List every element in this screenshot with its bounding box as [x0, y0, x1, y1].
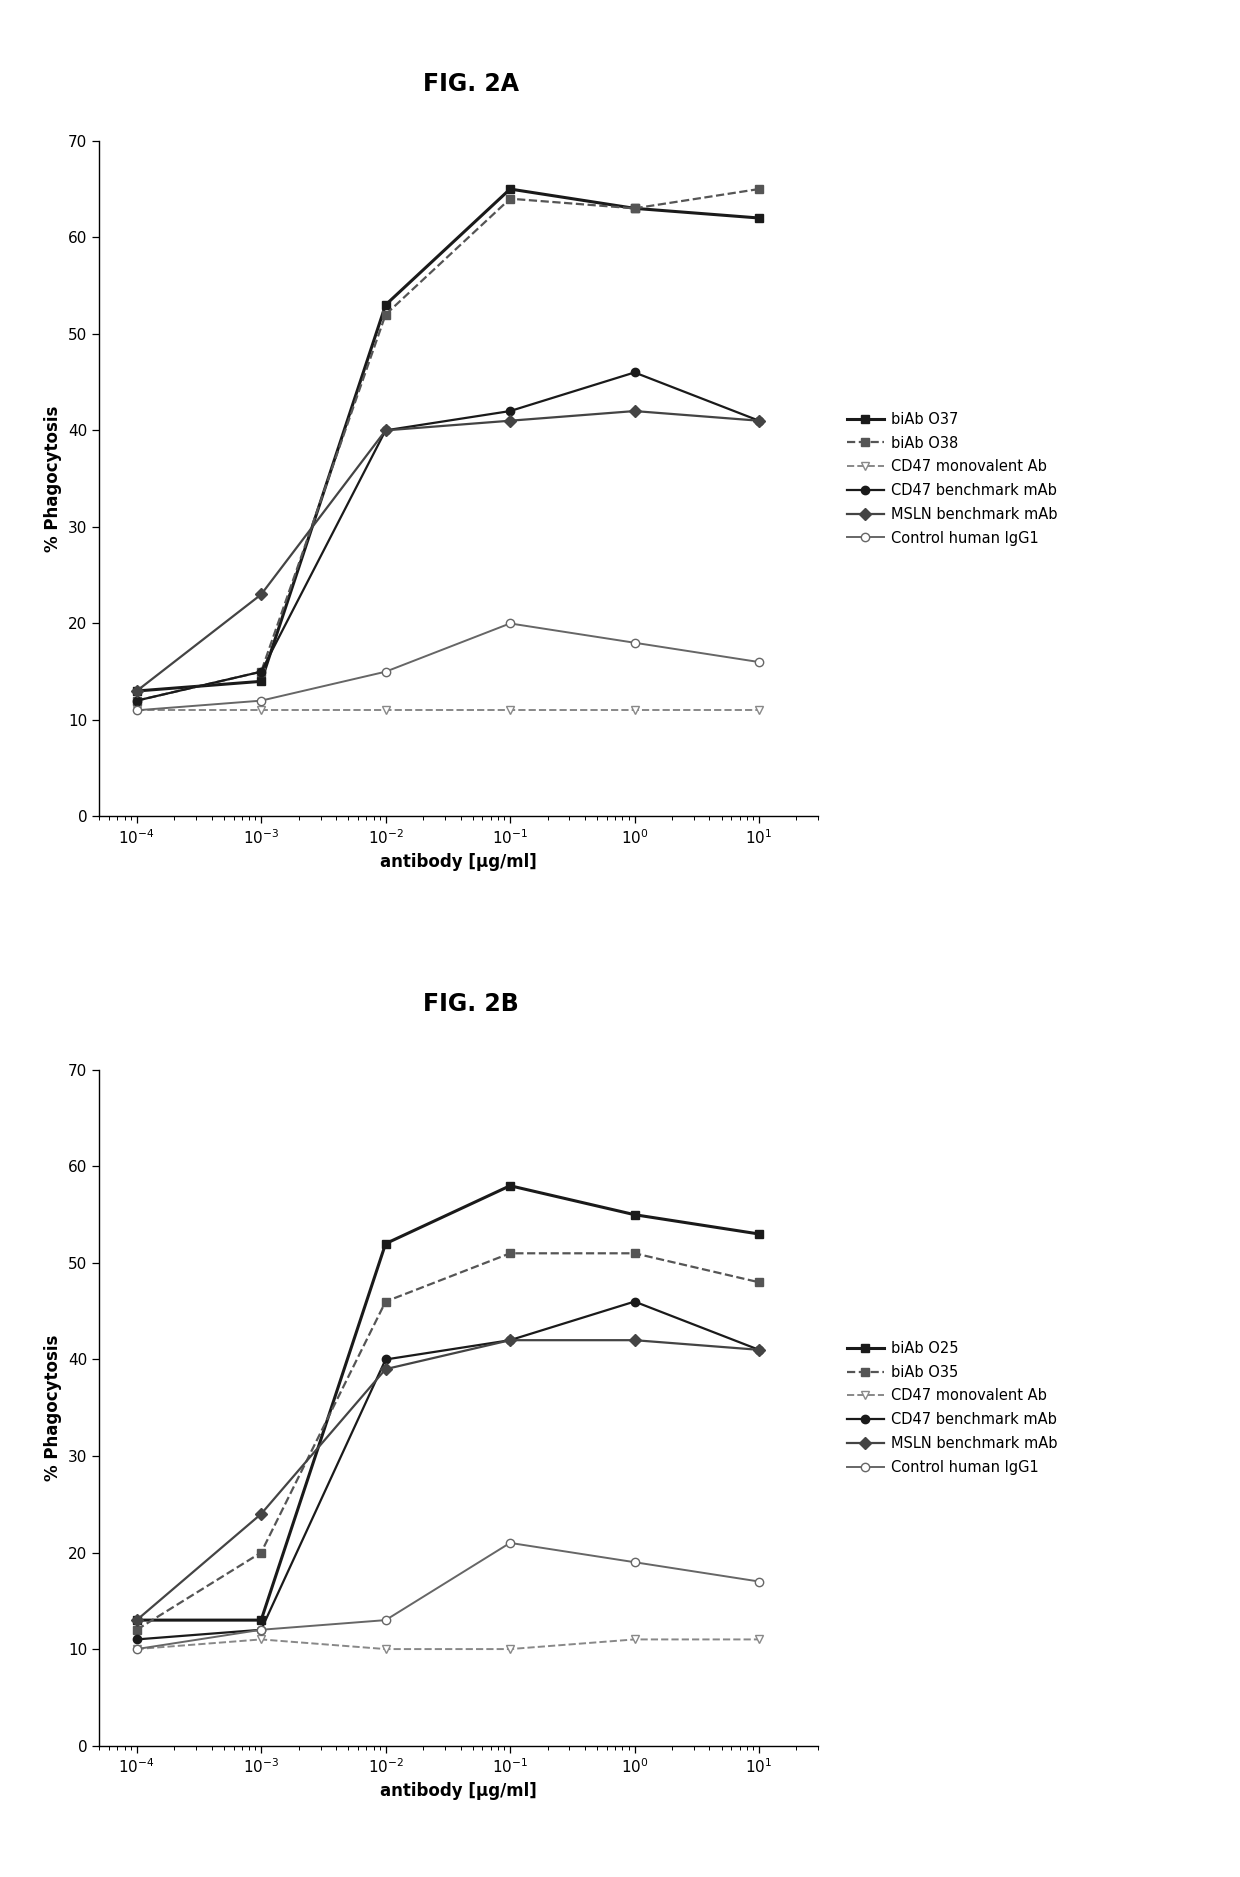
biAb O35: [129, 1618, 144, 1640]
CD47 monovalent Ab: [129, 698, 144, 721]
biAb O37: [751, 206, 766, 229]
CD47 benchmark mAb: [627, 1289, 642, 1312]
Line: MSLN benchmark mAb: MSLN benchmark mAb: [133, 407, 763, 694]
Control human IgG1: [627, 1550, 642, 1573]
biAb O38: [502, 188, 517, 210]
MSLN benchmark mAb: [129, 1609, 144, 1631]
Control human IgG1: [129, 698, 144, 721]
Control human IgG1: [751, 651, 766, 674]
biAb O38: [751, 178, 766, 201]
Line: biAb O35: biAb O35: [133, 1248, 763, 1635]
CD47 benchmark mAb: [129, 689, 144, 711]
Control human IgG1: [502, 612, 517, 634]
biAb O25: [129, 1609, 144, 1631]
Line: CD47 monovalent Ab: CD47 monovalent Ab: [133, 1635, 763, 1654]
CD47 monovalent Ab: [129, 1639, 144, 1661]
MSLN benchmark mAb: [378, 419, 393, 441]
Control human IgG1: [378, 661, 393, 683]
biAb O35: [627, 1243, 642, 1265]
CD47 benchmark mAb: [378, 419, 393, 441]
biAb O35: [254, 1541, 269, 1564]
Line: Control human IgG1: Control human IgG1: [133, 1539, 763, 1654]
MSLN benchmark mAb: [627, 1329, 642, 1351]
biAb O25: [254, 1609, 269, 1631]
CD47 monovalent Ab: [627, 698, 642, 721]
CD47 benchmark mAb: [254, 661, 269, 683]
CD47 monovalent Ab: [751, 698, 766, 721]
Control human IgG1: [627, 631, 642, 653]
Control human IgG1: [378, 1609, 393, 1631]
CD47 monovalent Ab: [254, 698, 269, 721]
MSLN benchmark mAb: [378, 1357, 393, 1380]
CD47 monovalent Ab: [502, 698, 517, 721]
biAb O37: [254, 670, 269, 693]
Y-axis label: % Phagocytosis: % Phagocytosis: [45, 405, 62, 552]
Legend: biAb O25, biAb O35, CD47 monovalent Ab, CD47 benchmark mAb, MSLN benchmark mAb, : biAb O25, biAb O35, CD47 monovalent Ab, …: [847, 1340, 1058, 1475]
biAb O38: [254, 661, 269, 683]
Control human IgG1: [129, 1639, 144, 1661]
CD47 benchmark mAb: [627, 360, 642, 383]
biAb O38: [627, 197, 642, 220]
CD47 benchmark mAb: [751, 1338, 766, 1361]
Line: CD47 benchmark mAb: CD47 benchmark mAb: [133, 1297, 763, 1644]
Text: FIG. 2A: FIG. 2A: [423, 73, 520, 96]
CD47 monovalent Ab: [378, 1639, 393, 1661]
CD47 monovalent Ab: [502, 1639, 517, 1661]
CD47 monovalent Ab: [254, 1627, 269, 1650]
CD47 benchmark mAb: [502, 400, 517, 422]
biAb O25: [751, 1222, 766, 1244]
Line: biAb O37: biAb O37: [133, 184, 763, 694]
biAb O35: [378, 1289, 393, 1312]
CD47 monovalent Ab: [751, 1627, 766, 1650]
Line: MSLN benchmark mAb: MSLN benchmark mAb: [133, 1336, 763, 1624]
biAb O25: [502, 1175, 517, 1198]
biAb O25: [378, 1233, 393, 1256]
biAb O38: [378, 304, 393, 327]
Text: FIG. 2B: FIG. 2B: [423, 993, 520, 1015]
biAb O38: [129, 689, 144, 711]
CD47 benchmark mAb: [502, 1329, 517, 1351]
Line: Control human IgG1: Control human IgG1: [133, 619, 763, 715]
biAb O37: [129, 679, 144, 702]
Control human IgG1: [254, 1618, 269, 1640]
MSLN benchmark mAb: [751, 1338, 766, 1361]
Control human IgG1: [751, 1571, 766, 1594]
MSLN benchmark mAb: [751, 409, 766, 432]
Y-axis label: % Phagocytosis: % Phagocytosis: [45, 1335, 62, 1481]
X-axis label: antibody [µg/ml]: antibody [µg/ml]: [381, 1781, 537, 1800]
CD47 benchmark mAb: [254, 1618, 269, 1640]
Legend: biAb O37, biAb O38, CD47 monovalent Ab, CD47 benchmark mAb, MSLN benchmark mAb, : biAb O37, biAb O38, CD47 monovalent Ab, …: [847, 411, 1058, 546]
biAb O35: [751, 1271, 766, 1293]
CD47 benchmark mAb: [129, 1627, 144, 1650]
Control human IgG1: [254, 689, 269, 711]
Line: CD47 benchmark mAb: CD47 benchmark mAb: [133, 368, 763, 706]
Line: CD47 monovalent Ab: CD47 monovalent Ab: [133, 706, 763, 715]
biAb O35: [502, 1243, 517, 1265]
biAb O37: [627, 197, 642, 220]
Line: biAb O25: biAb O25: [133, 1181, 763, 1624]
Line: biAb O38: biAb O38: [133, 184, 763, 706]
CD47 monovalent Ab: [378, 698, 393, 721]
biAb O25: [627, 1203, 642, 1226]
MSLN benchmark mAb: [254, 1503, 269, 1526]
MSLN benchmark mAb: [254, 584, 269, 606]
MSLN benchmark mAb: [627, 400, 642, 422]
MSLN benchmark mAb: [502, 1329, 517, 1351]
CD47 benchmark mAb: [751, 409, 766, 432]
MSLN benchmark mAb: [502, 409, 517, 432]
CD47 monovalent Ab: [627, 1627, 642, 1650]
CD47 benchmark mAb: [378, 1348, 393, 1370]
MSLN benchmark mAb: [129, 679, 144, 702]
biAb O37: [378, 293, 393, 315]
X-axis label: antibody [µg/ml]: antibody [µg/ml]: [381, 852, 537, 871]
biAb O37: [502, 178, 517, 201]
Control human IgG1: [502, 1532, 517, 1554]
